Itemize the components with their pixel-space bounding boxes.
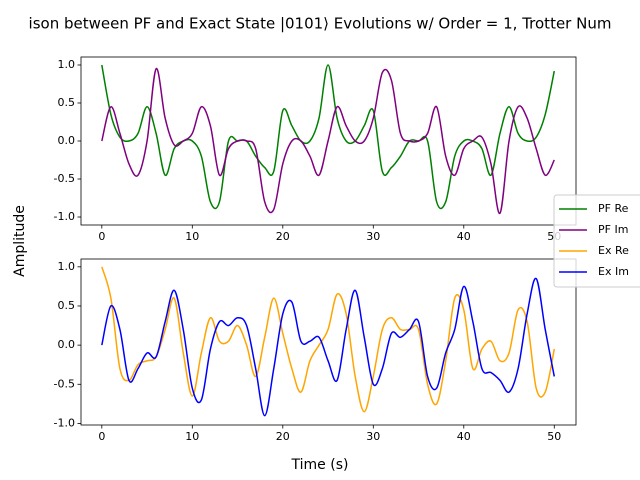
y-axis-label: Amplitude bbox=[12, 205, 28, 277]
y-tick-label: 1.0 bbox=[58, 260, 76, 273]
legend-label: PF Re bbox=[598, 202, 629, 215]
data-line bbox=[101, 68, 555, 214]
x-tick-label: 0 bbox=[98, 230, 105, 243]
y-tick-label: 0.5 bbox=[58, 299, 76, 312]
chart-title: ison between PF and Exact State |0101⟩ E… bbox=[29, 15, 612, 33]
x-tick-label: 10 bbox=[185, 230, 199, 243]
x-tick-label: 20 bbox=[276, 430, 290, 443]
data-line bbox=[101, 64, 556, 210]
y-tick-label: -1.0 bbox=[54, 416, 75, 429]
y-tick-label: 0.0 bbox=[58, 134, 76, 147]
x-axis-label: Time (s) bbox=[291, 457, 349, 473]
legend-label: PF Im bbox=[598, 223, 628, 236]
legend-label: Ex Im bbox=[598, 265, 629, 278]
y-tick-label: -0.5 bbox=[54, 377, 75, 390]
y-tick-label: -0.5 bbox=[54, 172, 75, 185]
y-tick-label: 1.0 bbox=[58, 58, 76, 71]
y-tick-label: -1.0 bbox=[54, 210, 75, 223]
x-tick-label: 40 bbox=[457, 230, 471, 243]
axes-frame bbox=[80, 56, 577, 226]
axes-frame bbox=[80, 258, 577, 426]
x-tick-label: 50 bbox=[547, 430, 561, 443]
data-line bbox=[101, 277, 556, 417]
legend-box bbox=[553, 194, 640, 288]
x-tick-label: 30 bbox=[366, 430, 380, 443]
data-line bbox=[101, 266, 556, 413]
x-tick-label: 20 bbox=[276, 230, 290, 243]
x-tick-label: 40 bbox=[457, 430, 471, 443]
x-tick-label: 10 bbox=[185, 430, 199, 443]
x-tick-label: 0 bbox=[98, 430, 105, 443]
legend-label: Ex Re bbox=[598, 244, 629, 257]
y-tick-label: 0.5 bbox=[58, 96, 76, 109]
x-tick-label: 30 bbox=[366, 230, 380, 243]
y-tick-label: 0.0 bbox=[58, 338, 76, 351]
